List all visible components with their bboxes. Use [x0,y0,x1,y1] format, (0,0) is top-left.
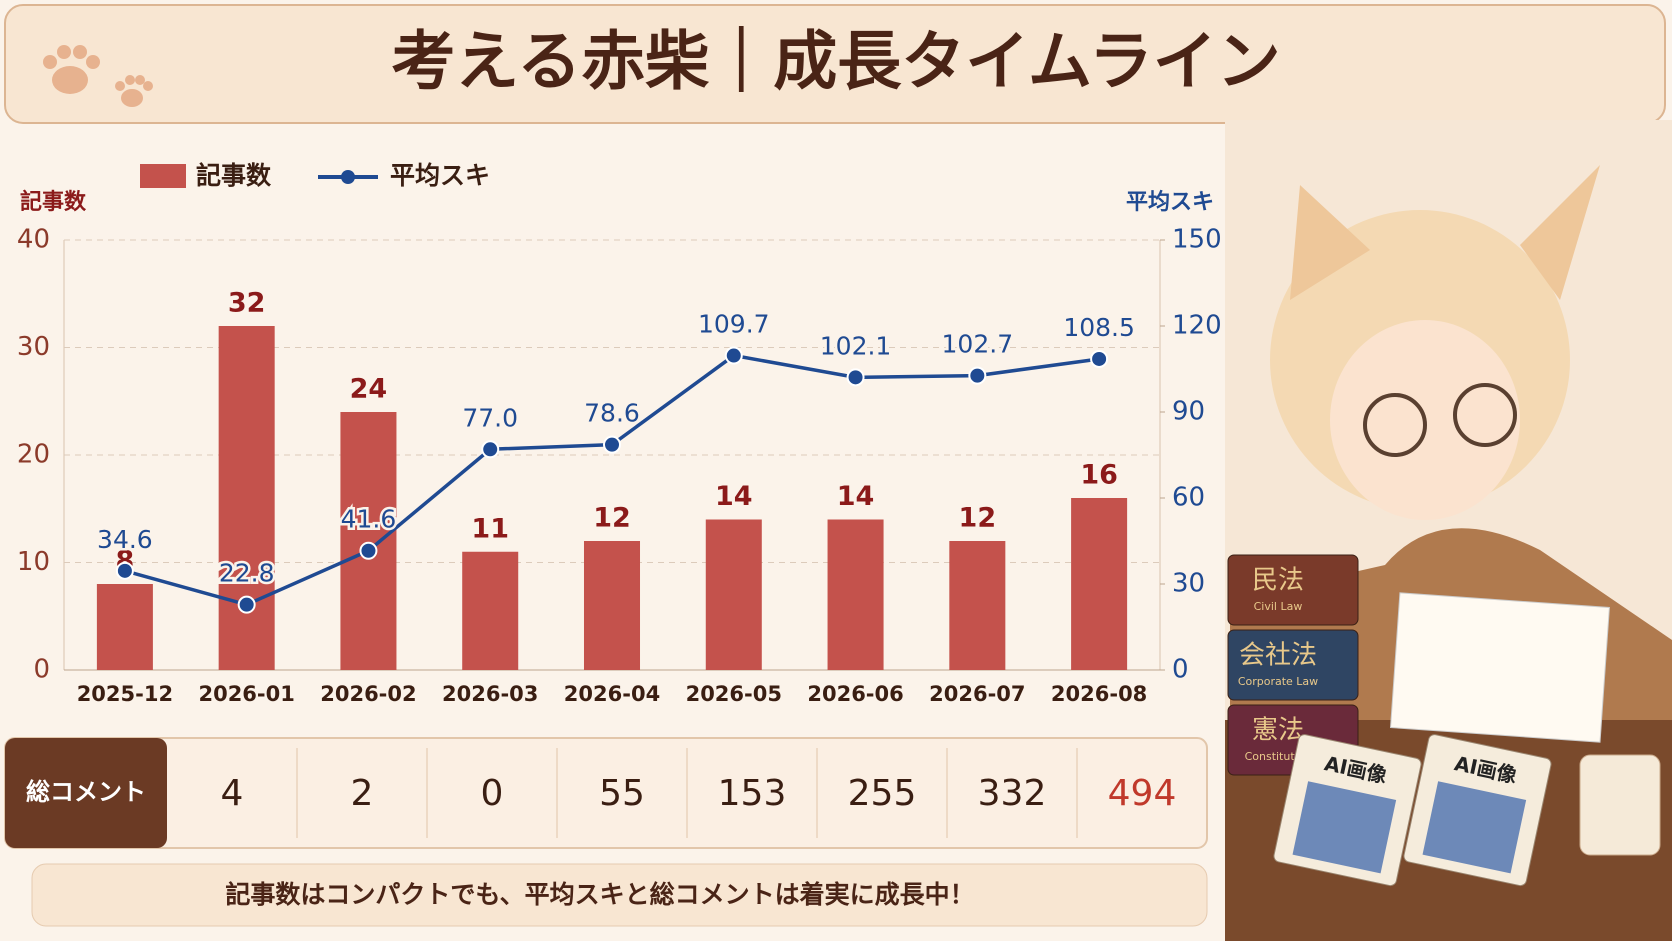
line-marker [359,541,378,560]
line-marker [481,440,500,459]
title: 考える赤柴｜成長タイムライン [391,26,1281,100]
comment-value: 55 [599,773,645,814]
book-subtitle: Corporate Law [1238,675,1318,688]
x-tick-label: 2026-01 [198,682,294,706]
comment-value: 153 [718,773,787,814]
bar [827,519,884,670]
line-marker [846,368,865,387]
line-value-label: 22.8 [219,559,275,588]
comment-label: 総コメント [26,778,146,806]
bar-value-label: 24 [350,374,388,405]
comment-value: 255 [848,773,917,814]
line-value-label: 102.1 [820,331,892,360]
bar [1071,498,1128,670]
line-marker [724,346,743,365]
comment-value: 332 [978,773,1047,814]
bar-value-label: 16 [1080,460,1118,491]
footer-text: 記事数はコンパクトでも、平均スキと総コメントは着実に成長中！ [225,880,974,909]
bar [583,541,641,670]
line-value-label: 102.7 [942,330,1014,359]
x-tick-label: 2026-06 [807,682,903,706]
bar [705,519,762,670]
book [1227,629,1359,701]
paw-deco [43,45,153,107]
bar-value-label: 11 [471,513,509,544]
y2-tick-label: 150 [1172,225,1222,255]
y2-tick-label: 60 [1172,483,1205,513]
x-tick-label: 2026-04 [564,682,660,706]
y-tick-label: 40 [17,225,50,255]
y2-axis-label: 平均スキ [1126,189,1214,215]
x-tick-label: 2026-03 [442,682,538,706]
bar [96,584,153,670]
book [1227,554,1359,626]
y2-tick-label: 30 [1172,569,1205,599]
bar [218,326,275,670]
bar [949,541,1006,670]
bar-value-label: 14 [837,481,875,512]
line-value-label: 34.6 [97,525,153,554]
line-marker [1090,349,1109,368]
bar-value-label: 12 [959,503,997,534]
x-tick-label: 2026-02 [320,682,416,706]
bar-value-label: 12 [593,503,631,534]
book-title: 会社法 [1239,641,1317,671]
book-subtitle: Civil Law [1254,600,1303,613]
y2-tick-label: 90 [1172,397,1205,427]
x-tick-label: 2026-07 [929,682,1025,706]
line-value-label: 41.6 [341,505,397,534]
book-title: 民法 [1252,566,1304,596]
x-tick-label: 2025-12 [77,682,173,706]
y-axis-label: 記事数 [20,189,87,215]
bar [462,551,519,670]
comment-value: 0 [481,773,504,814]
x-tick-label: 2026-05 [686,682,782,706]
y-tick-label: 20 [17,440,50,470]
comment-value: 494 [1108,773,1177,814]
footer-box [31,863,1208,927]
book-title: 憲法 [1252,716,1304,746]
comment-value: 4 [221,773,244,814]
y2-tick-label: 0 [1172,655,1189,685]
legend-marker [341,170,355,184]
line-marker [115,561,134,580]
bar [340,412,397,670]
line-value-label: 78.6 [584,399,640,428]
y-tick-label: 10 [17,547,50,577]
card-image [1292,781,1397,874]
y2-tick-label: 120 [1172,311,1222,341]
line-value-label: 77.0 [462,403,518,432]
comment-value: 2 [351,773,374,814]
legend-label: 平均スキ [390,161,490,190]
line-marker [603,435,621,454]
line-marker [237,595,256,614]
legend-swatch [140,164,186,188]
bar-value-label: 14 [715,481,753,512]
bar-value-label: 32 [228,288,266,319]
y-tick-label: 0 [33,655,50,685]
comment-label-cell [5,738,167,848]
line-value-label: 108.5 [1063,313,1135,342]
line-value-label: 109.7 [698,310,770,339]
legend-label: 記事数 [196,161,272,190]
x-tick-label: 2026-08 [1051,682,1147,706]
card-image [1422,781,1527,874]
header-box [4,4,1666,124]
line-marker [968,366,987,385]
y-tick-label: 30 [17,332,50,362]
